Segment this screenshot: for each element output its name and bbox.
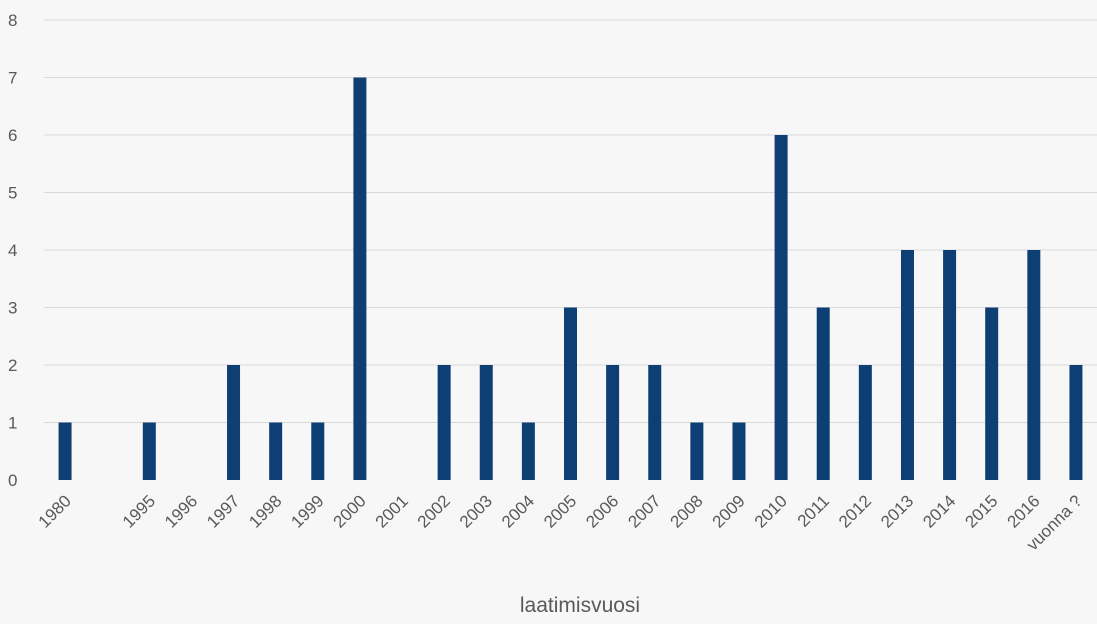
- bar-2016: [1027, 250, 1041, 480]
- x-axis-ticks: 1980 1995 1996 1997 1998 1999 2000 2001 2002 2003…: [35, 491, 1086, 554]
- bar-1998: [269, 422, 283, 480]
- y-tick-label: 7: [8, 69, 17, 88]
- bar-2003: [479, 365, 493, 480]
- x-tick-label: 2009: [709, 491, 749, 531]
- bar-2014: [943, 250, 957, 480]
- bar-1997: [227, 365, 241, 480]
- bar-2008: [690, 422, 704, 480]
- x-tick-label: 1999: [287, 491, 327, 531]
- bar-2015: [985, 307, 999, 480]
- y-tick-label: 5: [8, 184, 17, 203]
- y-tick-label: 3: [8, 299, 17, 318]
- x-tick-label: 2001: [372, 491, 412, 531]
- bar-2010: [774, 135, 788, 480]
- bar-2009: [732, 422, 746, 480]
- x-tick-label: 1997: [203, 491, 243, 531]
- x-axis-label: laatimisvuosi: [520, 594, 640, 617]
- x-tick-label: 1998: [245, 491, 285, 531]
- bar-2011: [816, 307, 830, 480]
- x-tick-label: 2013: [877, 491, 917, 531]
- bar-2012: [858, 365, 872, 480]
- y-tick-label: 1: [8, 414, 17, 433]
- bar-2007: [648, 365, 662, 480]
- x-tick-label: 2014: [919, 491, 959, 531]
- bar-2004: [521, 422, 535, 480]
- bar-2005: [564, 307, 577, 480]
- y-tick-label: 2: [8, 356, 17, 375]
- x-tick-label: 2004: [498, 491, 538, 531]
- bar-2002: [437, 365, 451, 480]
- bar-1999: [311, 422, 325, 480]
- bar-1980: [58, 422, 72, 480]
- x-tick-label: 1995: [119, 491, 159, 531]
- x-tick-label: 2003: [456, 491, 496, 531]
- x-tick-label: 1980: [35, 491, 75, 531]
- y-tick-label: 6: [8, 126, 17, 145]
- x-tick-label: 2012: [835, 491, 875, 531]
- bar-1995: [142, 422, 156, 480]
- x-tick-label: 1996: [161, 491, 201, 531]
- y-tick-label: 0: [8, 471, 17, 490]
- x-tick-label: 2007: [624, 491, 664, 531]
- bar-2000: [353, 77, 367, 480]
- x-tick-label: 2011: [794, 491, 833, 530]
- x-tick-label: 2000: [330, 491, 370, 531]
- bar-2013: [900, 250, 914, 480]
- y-tick-label: 4: [8, 241, 17, 260]
- bar-vuonna: [1069, 365, 1083, 480]
- x-tick-label: 2002: [414, 491, 454, 531]
- x-tick-label: 2008: [667, 491, 707, 531]
- bar-2006: [606, 365, 620, 480]
- x-tick-label: 2010: [751, 491, 791, 531]
- y-axis-ticks: 0 1 2 3 4 5 6 7 8: [8, 11, 17, 490]
- x-tick-label: 2005: [540, 491, 580, 531]
- y-tick-label: 8: [8, 11, 17, 30]
- x-tick-label: 2006: [582, 491, 622, 531]
- x-tick-label: 2015: [961, 491, 1001, 531]
- bars: [58, 77, 1083, 480]
